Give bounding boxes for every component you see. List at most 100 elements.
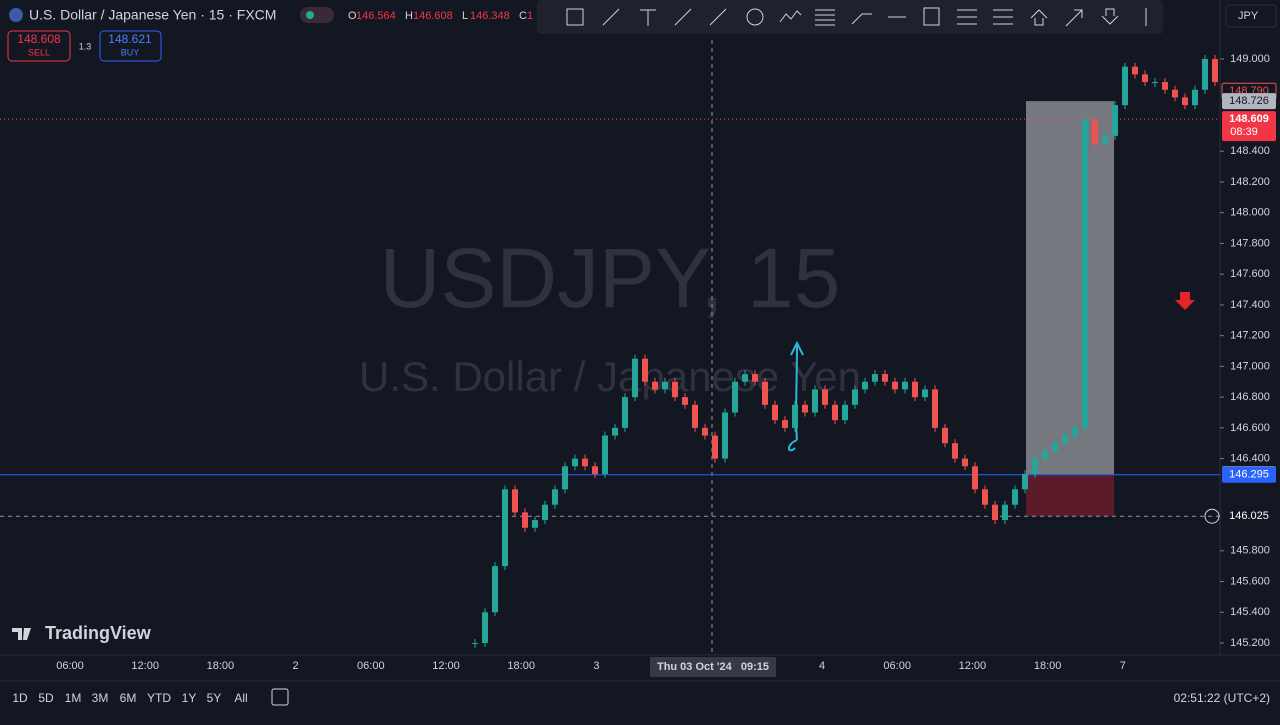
candle bbox=[652, 381, 658, 390]
buy-price: 148.621 bbox=[108, 32, 152, 46]
candle bbox=[1092, 120, 1098, 144]
symbol-title: U.S. Dollar / Japanese Yen · 15 · FXCM bbox=[29, 7, 276, 23]
ohlc-key: H bbox=[405, 10, 413, 22]
candle bbox=[892, 381, 898, 390]
range-button[interactable]: YTD bbox=[147, 691, 171, 705]
tool-long[interactable] bbox=[957, 9, 977, 25]
range-button[interactable]: 1Y bbox=[182, 691, 197, 705]
candle bbox=[1032, 458, 1038, 474]
y-tick-label: 147.000 bbox=[1230, 360, 1270, 372]
candle bbox=[872, 374, 878, 382]
clock: 02:51:22 (UTC+2) bbox=[1174, 691, 1270, 705]
candle bbox=[1142, 74, 1148, 83]
candle bbox=[1122, 66, 1128, 106]
drawing-toolbar bbox=[537, 0, 1163, 34]
range-button[interactable]: All bbox=[234, 691, 247, 705]
y-tick-label: 147.800 bbox=[1230, 237, 1270, 249]
candle bbox=[842, 404, 848, 421]
y-tick-label: 145.600 bbox=[1230, 575, 1270, 587]
candle bbox=[552, 489, 558, 505]
candle bbox=[722, 412, 728, 459]
sell-price: 148.608 bbox=[17, 32, 61, 46]
ohlc-value: 146.608 bbox=[413, 10, 453, 22]
candle bbox=[1162, 82, 1168, 90]
candle bbox=[692, 404, 698, 428]
tool-text[interactable] bbox=[640, 9, 656, 26]
range-button[interactable]: 1M bbox=[65, 691, 82, 705]
y-tick-label: 148.000 bbox=[1230, 207, 1270, 219]
candle bbox=[1182, 97, 1188, 106]
y-tick-label: 145.200 bbox=[1230, 637, 1270, 649]
y-tick-label: 147.400 bbox=[1230, 299, 1270, 311]
y-tick-label: 146.600 bbox=[1230, 422, 1270, 434]
tool-arrow-down[interactable] bbox=[1101, 8, 1119, 25]
candle bbox=[742, 374, 748, 382]
tool-brush[interactable] bbox=[851, 13, 872, 25]
candle bbox=[852, 389, 858, 405]
tool-fib[interactable] bbox=[815, 9, 835, 26]
x-tick-label: 06:00 bbox=[56, 660, 84, 672]
ohlc-key: L bbox=[462, 10, 468, 22]
candle bbox=[672, 381, 678, 398]
tool-pattern[interactable] bbox=[779, 10, 802, 23]
symbol-flag bbox=[9, 8, 23, 22]
candle bbox=[972, 466, 978, 490]
tool-arrow[interactable] bbox=[1065, 9, 1083, 27]
range-button[interactable]: 1D bbox=[12, 691, 28, 705]
tool-short[interactable] bbox=[993, 9, 1013, 25]
watermark-name: U.S. Dollar / Japanese Yen bbox=[359, 353, 861, 400]
candle bbox=[812, 389, 818, 413]
y-tick-label: 147.200 bbox=[1230, 330, 1270, 342]
buy-label: BUY bbox=[121, 47, 140, 57]
down-arrow-annotation bbox=[1175, 292, 1195, 310]
candle bbox=[492, 566, 498, 613]
tool-line[interactable] bbox=[602, 8, 620, 26]
currency-button[interactable] bbox=[1225, 4, 1277, 28]
buy-button[interactable] bbox=[99, 30, 162, 62]
tool-circle[interactable] bbox=[746, 8, 764, 26]
sell-button[interactable] bbox=[7, 30, 71, 62]
y-tick-label: 145.400 bbox=[1230, 606, 1270, 618]
x-tick-label: 12:00 bbox=[432, 660, 460, 672]
candle bbox=[952, 443, 958, 459]
stop-zone bbox=[1026, 474, 1114, 517]
spread: 1.3 bbox=[79, 41, 92, 51]
tool-arrow-up[interactable] bbox=[1030, 9, 1048, 26]
range-button[interactable]: 3M bbox=[92, 691, 109, 705]
range-button[interactable]: 5D bbox=[38, 691, 54, 705]
x-tick-label: 2 bbox=[293, 660, 299, 672]
candle bbox=[822, 389, 828, 405]
candle bbox=[522, 512, 528, 528]
last-price-label: 148.609 bbox=[1229, 113, 1269, 125]
x-tick-label: 18:00 bbox=[507, 660, 535, 672]
candle bbox=[1022, 473, 1028, 490]
candle bbox=[962, 458, 968, 467]
tool-price[interactable] bbox=[923, 7, 940, 26]
candle bbox=[662, 381, 668, 390]
ohlc-value: 1 bbox=[527, 10, 533, 22]
candle bbox=[472, 643, 478, 645]
x-tick-label: 06:00 bbox=[357, 660, 385, 672]
candle bbox=[562, 466, 568, 490]
hand-drawn-arrow bbox=[787, 340, 804, 452]
y-tick-label: 146.400 bbox=[1230, 452, 1270, 464]
y-tick-label: 148.400 bbox=[1230, 145, 1270, 157]
ohlc-value: 146.564 bbox=[356, 10, 396, 22]
countdown: 08:39 bbox=[1230, 126, 1258, 138]
crosshair-plus[interactable] bbox=[1204, 508, 1220, 524]
candle bbox=[1052, 443, 1058, 451]
y-tick-label: 147.600 bbox=[1230, 268, 1270, 280]
candle bbox=[1002, 504, 1008, 521]
currency: JPY bbox=[1238, 10, 1259, 22]
watermark-symbol: USDJPY, 15 bbox=[380, 231, 841, 325]
tool-rect[interactable] bbox=[566, 8, 584, 26]
range-button[interactable]: 5Y bbox=[207, 691, 222, 705]
date-range-button[interactable] bbox=[271, 688, 289, 706]
tool-extended[interactable] bbox=[709, 8, 727, 26]
candle bbox=[532, 520, 538, 528]
candle bbox=[632, 358, 638, 398]
candle bbox=[702, 427, 708, 436]
range-button[interactable]: 6M bbox=[120, 691, 137, 705]
tool-ray[interactable] bbox=[674, 8, 692, 26]
candle bbox=[1062, 435, 1068, 444]
